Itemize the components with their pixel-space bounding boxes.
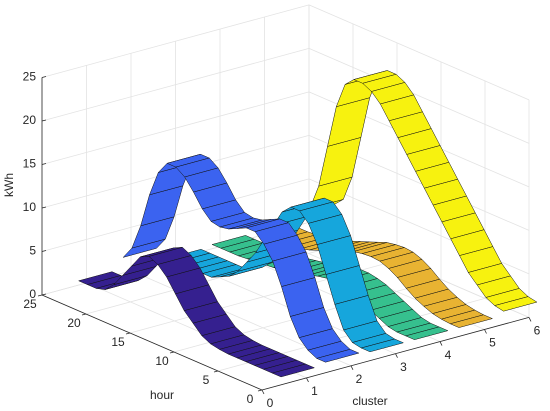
grid-line	[41, 91, 310, 165]
x-tick-label: 2	[356, 372, 363, 386]
y-tick-label: 5	[203, 373, 210, 387]
grid-line	[41, 48, 310, 122]
ribbon-segment	[318, 137, 362, 187]
ribbon-segment	[140, 185, 184, 227]
y-tick-label: 25	[23, 297, 37, 311]
ribbon-segment	[494, 296, 538, 312]
grid-line	[308, 4, 530, 101]
z-tick	[41, 119, 47, 122]
x-tick-label: 5	[489, 336, 496, 350]
ribbon-segment	[360, 338, 404, 353]
y-tick	[169, 351, 175, 354]
ribbon-segment	[271, 363, 315, 378]
ribbon-segment	[327, 97, 370, 147]
y-axis-line	[41, 294, 263, 391]
ribbon-segment	[449, 314, 493, 328]
x-tick-label: 4	[445, 348, 452, 362]
grid-line	[41, 178, 310, 252]
x-tick-label: 0	[267, 396, 274, 410]
grid-line	[41, 4, 310, 78]
z-tick-label: 10	[23, 200, 37, 214]
x-tick-label: 1	[311, 384, 318, 398]
grid-line	[85, 241, 354, 315]
x-tick	[439, 341, 443, 346]
y-tick	[125, 332, 131, 335]
x-tick	[395, 353, 398, 358]
y-axis-label: hour	[150, 388, 174, 402]
x-tick	[350, 365, 354, 370]
z-tick-label: 5	[29, 244, 36, 258]
x-tick-label: 3	[400, 360, 407, 374]
ribbon-segment	[405, 326, 449, 340]
z-tick-label: 0	[29, 287, 36, 301]
x-tick	[261, 389, 265, 395]
ribbon-segment	[316, 349, 360, 363]
z-tick-label: 25	[23, 70, 37, 84]
z-tick	[41, 250, 47, 252]
z-tick	[41, 206, 47, 209]
ribbons	[78, 70, 538, 378]
y-tick	[257, 389, 263, 392]
x-tick	[306, 377, 309, 383]
y-tick	[81, 313, 87, 316]
x-axis-label: cluster	[352, 394, 387, 408]
x-tick	[484, 329, 487, 334]
z-tick-label: 15	[23, 157, 37, 171]
z-tick-label: 20	[23, 113, 37, 127]
grid-line	[308, 48, 530, 144]
y-tick	[213, 370, 219, 373]
y-tick-label: 10	[155, 354, 169, 368]
y-tick-label: 0	[247, 392, 254, 406]
x-tick-label: 6	[534, 324, 541, 338]
z-tick	[41, 76, 47, 78]
z-tick	[41, 293, 47, 296]
y-tick	[37, 294, 43, 297]
y-tick-label: 20	[67, 316, 81, 330]
z-tick	[41, 163, 47, 165]
y-tick-label: 15	[111, 335, 125, 349]
z-axis-label: kWh	[2, 173, 16, 197]
x-tick	[528, 317, 532, 322]
